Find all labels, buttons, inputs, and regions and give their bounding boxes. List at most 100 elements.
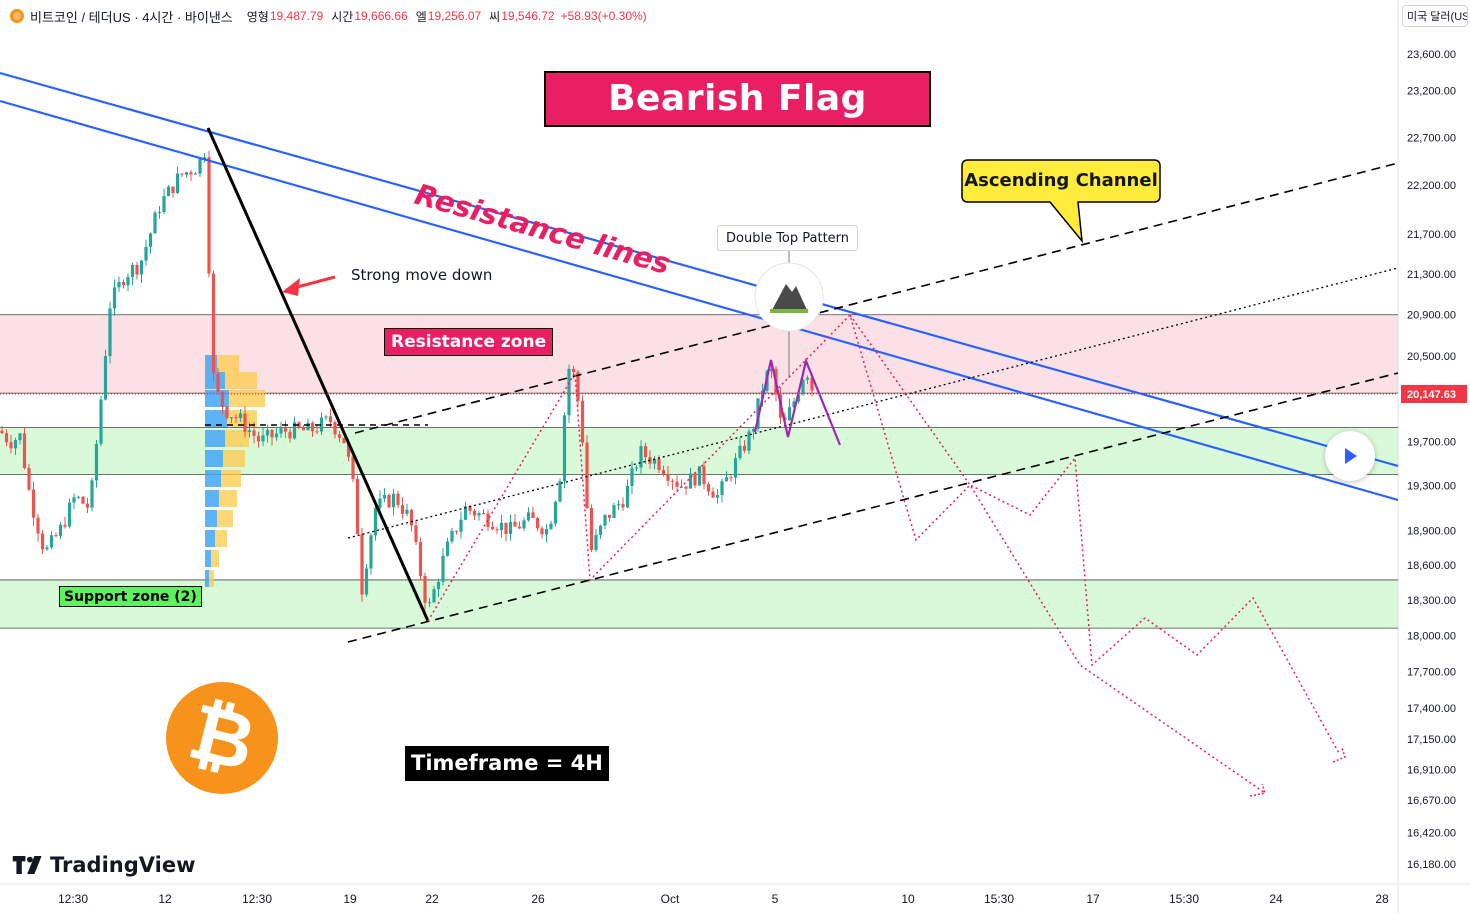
price-tick-label: 22,200.00 (1407, 180, 1456, 192)
candle-body (63, 524, 67, 527)
timeframe-label[interactable]: Timeframe = 4H (405, 746, 609, 781)
candle (558, 478, 562, 503)
chart-title-annotation[interactable]: Bearish Flag Pattern (544, 71, 931, 171)
volume-profile-bar (221, 470, 241, 487)
candle-body (220, 391, 225, 407)
candle-body (202, 157, 207, 160)
candle (751, 426, 756, 440)
candle (99, 395, 103, 447)
strong-move-label[interactable]: Strong move down (351, 266, 493, 284)
double-top-label[interactable]: Double Top Pattern (717, 225, 859, 251)
candle-body (580, 400, 585, 443)
candle (661, 465, 666, 477)
candle (598, 524, 603, 539)
resistance-zone-label[interactable]: Resistance zone (384, 328, 554, 356)
candle-body (688, 473, 693, 489)
candle (414, 520, 418, 545)
candle (225, 406, 229, 420)
candle-body (562, 415, 567, 482)
symbol-header: 비트코인 / 테더US · 4시간 · 바이낸스 영형 19,487.79 시간 1… (0, 0, 1400, 32)
play-button[interactable] (1325, 431, 1375, 481)
candle (787, 398, 792, 422)
candle-body (90, 480, 94, 508)
candle (715, 489, 720, 504)
candle-body (324, 416, 328, 418)
price-tick-label: 20,900.00 (1407, 310, 1456, 322)
candle (180, 173, 184, 178)
tradingview-logo[interactable]: TradingView (12, 853, 195, 877)
candle (423, 572, 427, 610)
candle (427, 597, 432, 608)
candle-body (382, 495, 387, 499)
candle-body (184, 172, 189, 175)
candle (603, 514, 607, 529)
candle (94, 440, 99, 488)
candle-body (517, 526, 522, 529)
candle (580, 395, 585, 447)
price-tick-label: 21,300.00 (1407, 269, 1456, 281)
currency-selector[interactable]: 미국 달러(USDT) (1402, 5, 1468, 27)
candle (720, 478, 724, 503)
candle-body (243, 413, 247, 432)
candle (747, 428, 751, 455)
candle-body (810, 377, 814, 391)
candle (688, 467, 693, 489)
candle-body (216, 373, 220, 392)
candle-body (126, 276, 130, 286)
candle (391, 488, 396, 516)
candle (238, 408, 243, 422)
candle-body (598, 525, 603, 535)
candle (801, 378, 805, 396)
volume-profile-bar (205, 355, 217, 372)
candle (207, 150, 211, 278)
candle-body (229, 417, 234, 419)
price-tick-label: 23,600.00 (1407, 49, 1456, 61)
candle (693, 471, 697, 489)
candle-body (148, 233, 153, 247)
candle (549, 520, 553, 530)
candle-body (787, 407, 792, 421)
candle (729, 474, 733, 483)
candle (396, 490, 400, 508)
candle (288, 428, 292, 443)
candle (292, 416, 297, 440)
candle-body (36, 517, 40, 534)
candle (234, 413, 238, 423)
candle (162, 188, 166, 215)
candle (265, 424, 270, 443)
candle-body (454, 530, 459, 532)
candle-body (468, 506, 472, 511)
candle-body (432, 589, 436, 603)
support-zone-label[interactable]: Support zone (2) (59, 586, 202, 607)
candle-body (292, 422, 297, 439)
low-label: 엘 (415, 9, 427, 24)
symbol-info[interactable]: 비트코인 / 테더US · 4시간 · 바이낸스 (30, 9, 233, 25)
candle (63, 516, 67, 529)
price-tick-label: 17,700.00 (1407, 666, 1456, 678)
price-tick-label: 16,420.00 (1407, 827, 1456, 839)
volume-profile-bar (215, 530, 227, 547)
candle-body (139, 260, 144, 275)
candle-body (360, 534, 364, 595)
candle (189, 169, 193, 182)
candle-body (558, 481, 562, 502)
candle (81, 495, 85, 505)
candle-body (702, 466, 706, 485)
price-tick-label: 18,900.00 (1407, 526, 1456, 538)
volume-profile-bar (205, 570, 209, 587)
candle-body (738, 445, 742, 459)
candle (733, 453, 738, 485)
candle-body (171, 186, 175, 193)
strong-move-arrow-head (282, 278, 300, 296)
ascending-channel-label[interactable]: Ascending Channel (964, 170, 1158, 191)
candle (333, 420, 337, 439)
candle (450, 527, 454, 544)
candle-body (270, 429, 274, 438)
candle (630, 461, 634, 494)
candle (40, 529, 45, 555)
volume-profile-bar (205, 510, 217, 527)
candle-body (225, 406, 229, 418)
price-tick-label: 23,200.00 (1407, 86, 1456, 98)
